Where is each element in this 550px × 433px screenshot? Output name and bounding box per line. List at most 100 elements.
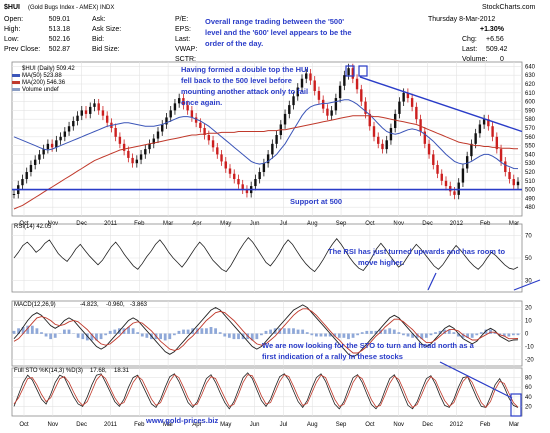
macd-histogram-bar [108, 330, 112, 334]
price-candle [144, 149, 147, 155]
macd-histogram-bar [420, 333, 424, 340]
macd-histogram-bar [17, 328, 20, 334]
price-candle [491, 126, 494, 137]
y-tick-label: 600 [525, 100, 536, 106]
macd-histogram-bar [429, 333, 433, 336]
y-tick-label: 0 [525, 332, 529, 338]
x-tick-label: Mar [509, 422, 519, 428]
site-url: www.gold-prices.biz [145, 416, 218, 425]
price-candle [283, 113, 287, 125]
price-candle [432, 154, 435, 165]
price-candle [135, 159, 139, 164]
sto-panel: 20 40 60 80 [11, 361, 532, 417]
x-tick-label: Mar [163, 422, 173, 428]
price-candle [139, 154, 143, 160]
macd-histogram-bar [438, 330, 442, 334]
macd-histogram-bar [502, 333, 506, 337]
macd-histogram-bar [461, 333, 465, 338]
price-candle [161, 124, 164, 132]
macd-value-2: -0.960, [106, 302, 125, 308]
price-candle [72, 120, 75, 127]
price-candle [368, 113, 371, 127]
price-candle [63, 131, 67, 137]
macd-histogram-bar [315, 333, 318, 337]
y-tick-label: 50 [525, 256, 532, 262]
price-candle [33, 159, 37, 165]
price-candle [241, 184, 244, 190]
legend-ma50: MA(50) 523.88 [22, 73, 62, 79]
volume-value: 0 [500, 56, 504, 63]
price-panel: 480 490 500 510 520 530 540 550 560 570 580 590 600 6… [11, 61, 536, 227]
macd-histogram-bar [269, 329, 272, 334]
y-tick-label: 570 [525, 126, 536, 132]
annotation-range: Overall range trading between the '500' … [205, 17, 352, 48]
ma50-line [13, 99, 519, 170]
price-candle [512, 179, 515, 186]
macd-histogram-bar [310, 333, 314, 336]
annotation-rsi-line2: move higher. [358, 258, 404, 267]
y-tick-label: 500 [525, 188, 536, 194]
macd-histogram-bar [406, 333, 410, 337]
macd-histogram-bar [172, 333, 176, 336]
price-candle [347, 68, 350, 76]
price-candle [84, 110, 88, 114]
y-tick-label: 520 [525, 170, 536, 176]
price-candle [495, 136, 499, 150]
sto-label: Full STO %K(14,3) %D(3) [14, 368, 83, 374]
y-tick-label: 20 [525, 306, 532, 312]
x-tick-label: Jun [250, 422, 260, 428]
y-tick-label: 640 [525, 64, 536, 70]
y-tick-label: 560 [525, 135, 536, 141]
price-candle [317, 91, 321, 100]
macd-histogram-bar [81, 333, 85, 340]
macd-histogram-bar [200, 328, 204, 334]
sto-frame [11, 367, 523, 417]
macd-histogram-bar [177, 330, 181, 334]
price-candle [436, 164, 439, 174]
macd-histogram-bar [99, 333, 103, 340]
price-candle [508, 172, 511, 180]
macd-histogram-bar [411, 333, 415, 338]
price-candle [271, 143, 274, 155]
macd-histogram-bar [21, 327, 25, 334]
y-tick-label: 80 [525, 376, 532, 382]
macd-histogram-bar [63, 329, 66, 334]
field-value: 509.01 [49, 16, 71, 23]
sto-value-2: 18.31 [114, 368, 130, 374]
x-tick-label: Feb [480, 422, 491, 428]
price-candle [89, 106, 92, 114]
price-frame [11, 61, 523, 217]
price-candle [360, 89, 363, 102]
price-candle [233, 173, 236, 180]
price-candle [152, 138, 155, 144]
x-tick-label: Dec [76, 422, 87, 428]
price-candle [97, 103, 100, 111]
price-candle [12, 194, 16, 195]
y-tick-label: 620 [525, 82, 536, 88]
macd-histogram-bar [324, 333, 327, 337]
macd-histogram-bar [484, 329, 488, 334]
rsi-panel: 30 50 70 [11, 223, 541, 293]
macd-histogram-bar [351, 333, 355, 338]
x-tick-label: May [220, 422, 231, 428]
field-label: Ask: [92, 16, 106, 23]
x-tick-label: Nov [393, 422, 404, 428]
price-candle [156, 131, 160, 139]
annotation-double-top-line4: once again. [181, 98, 222, 107]
brand-name: StockCharts.com [482, 4, 535, 11]
macd-histogram-bar [40, 332, 43, 334]
price-candle [457, 182, 460, 195]
resistance-trendline [359, 76, 523, 133]
annotation-sto-line2: first indication of a rally in these sto… [262, 352, 403, 361]
sto-d-line [13, 374, 519, 409]
macd-histogram-bar [452, 332, 456, 334]
legend-ma200: MA(200) 546.36 [22, 80, 66, 86]
x-tick-label: Feb [134, 422, 145, 428]
rsi-arrow [513, 279, 541, 291]
price-candle [288, 105, 291, 114]
macd-histogram-bar [305, 332, 309, 334]
macd-histogram-bar [337, 333, 341, 338]
x-tick-label: Nov [47, 422, 58, 428]
macd-signal-line [13, 308, 519, 354]
price-candle [478, 124, 482, 134]
